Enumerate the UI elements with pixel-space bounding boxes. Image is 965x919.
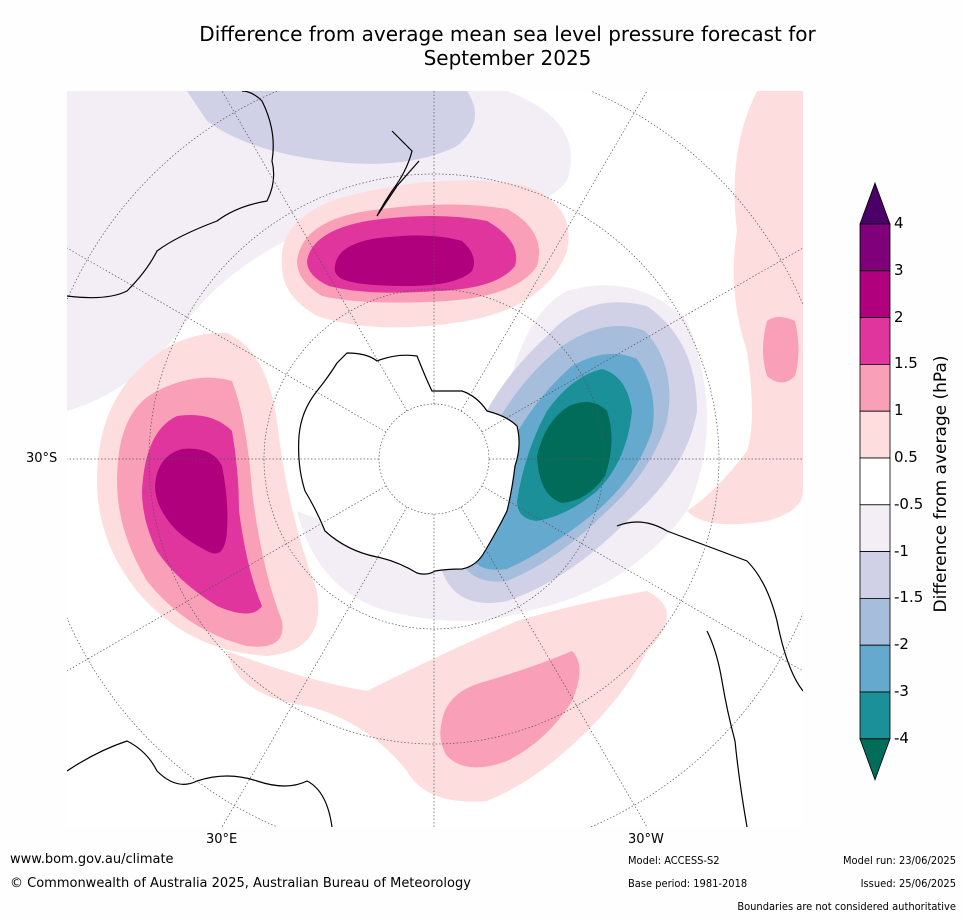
colorbar-swatch (859, 223, 891, 272)
model-text: Model: ACCESS-S2 (628, 854, 720, 867)
title-line-2: September 2025 (423, 46, 592, 70)
colorbar-tick-label: -4 (894, 728, 909, 747)
lon-label-30w: 30°W (628, 832, 664, 847)
colorbar-swatch (859, 644, 891, 693)
colorbar-swatch (859, 317, 891, 365)
colorbar-tick-label: 1.5 (894, 354, 918, 373)
antarctica-outline (298, 352, 520, 575)
new-zealand-coastline (376, 130, 420, 217)
colorbar-tick-label: 3 (894, 260, 904, 279)
colorbar-swatch (859, 363, 891, 412)
colorbar (859, 181, 891, 781)
colorbar-swatch (859, 410, 891, 459)
colorbar-tick-label: -1 (894, 541, 909, 560)
website-link[interactable]: www.bom.gov.au/climate (10, 852, 174, 867)
map-title: Difference from average mean sea level p… (100, 22, 915, 70)
pressure-anomaly-map (67, 91, 803, 827)
colorbar-swatch (859, 457, 891, 506)
anomaly-region-neg05-north (67, 91, 571, 411)
anomaly-region-pos2-pacific (334, 235, 475, 286)
longitude-grid (67, 91, 803, 827)
colorbar-tick-label: 0.5 (894, 448, 918, 466)
anomaly-region-pos2-indian (155, 448, 228, 554)
colorbar-tick-label: 2 (894, 307, 904, 326)
disclaimer-text: Boundaries are not considered authoritat… (737, 900, 956, 913)
colorbar-tick-label: -0.5 (894, 494, 924, 513)
colorbar-swatch (859, 270, 891, 319)
anomaly-region-neg4 (537, 402, 612, 503)
base-period-text: Base period: 1981-2018 (628, 877, 748, 890)
australia-coastline (67, 91, 275, 299)
issued-text: Issued: 25/06/2025 (860, 877, 956, 890)
africa-coastline (67, 740, 333, 827)
colorbar-swatch (859, 551, 891, 599)
anomaly-region-pos1-east (763, 317, 799, 383)
colorbar-tick-label: 4 (894, 214, 904, 232)
title-line-1: Difference from average mean sea level p… (199, 22, 816, 46)
south-america-coastline-2 (706, 630, 748, 827)
colorbar-label: Difference from average (hPa) (931, 355, 951, 613)
anomaly-region-neg1-north (187, 91, 475, 164)
colorbar-extend-top (859, 181, 891, 225)
colorbar-tick-label: -2 (894, 635, 909, 654)
anomaly-region-pos1-atlantic (440, 651, 580, 768)
lat-label-30s: 30°S (26, 451, 58, 466)
lon-label-30e: 30°E (206, 832, 238, 847)
colorbar-swatch (859, 691, 891, 740)
colorbar-extend-bottom (859, 738, 891, 781)
anomaly-region-pos05-atlantic (227, 591, 667, 802)
colorbar-tick-label: 1 (894, 401, 904, 420)
model-run-text: Model run: 23/06/2025 (843, 854, 956, 867)
south-america-coastline (616, 521, 803, 692)
copyright-text: © Commonwealth of Australia 2025, Austra… (10, 876, 471, 891)
colorbar-swatch (859, 597, 891, 646)
anomaly-region-pos05-east (687, 91, 803, 525)
colorbar-tick-label: -1.5 (894, 588, 924, 607)
colorbar-tick-label: -3 (894, 682, 909, 700)
colorbar-swatch (859, 504, 891, 552)
